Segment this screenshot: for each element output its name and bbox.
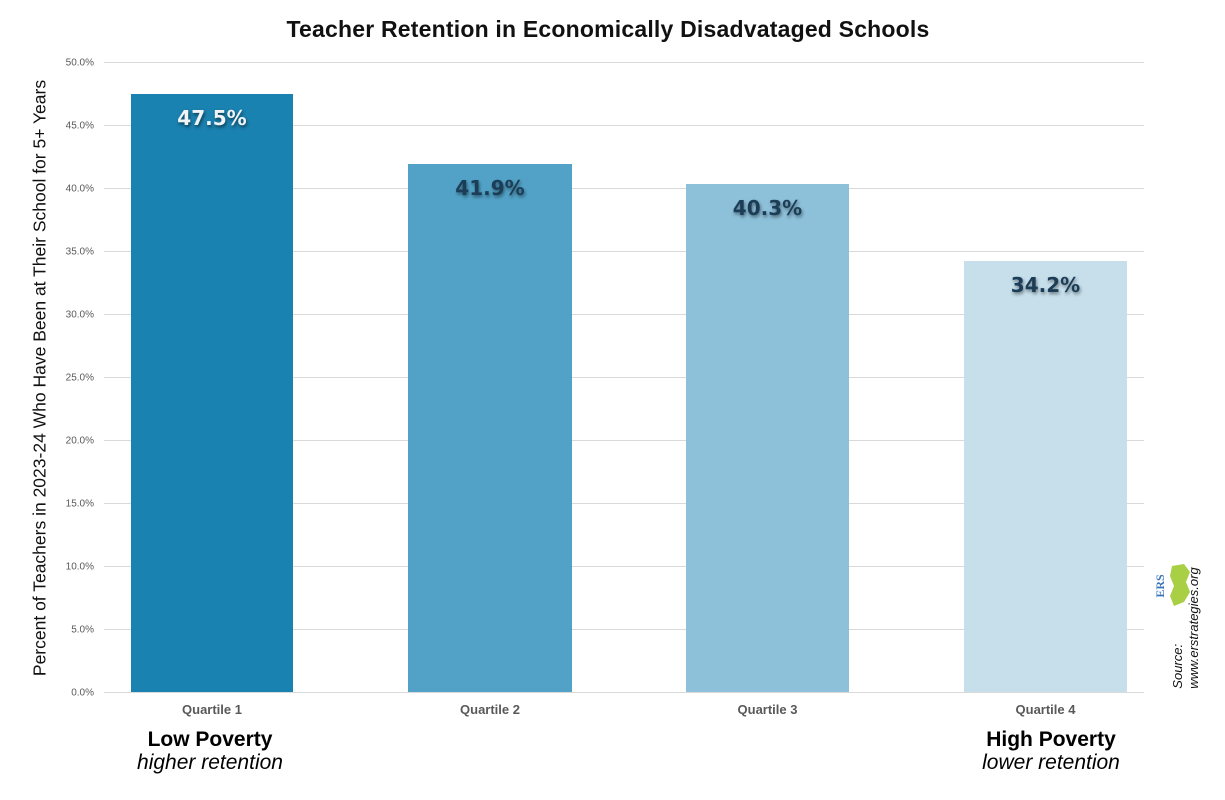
bar-value-label: 47.5% <box>177 105 247 130</box>
gridline <box>104 188 1144 189</box>
gridline <box>104 692 1144 693</box>
bar-quartile-4: 34.2% <box>964 261 1127 692</box>
y-tick-label: 25.0% <box>65 372 94 383</box>
gridline <box>104 377 1144 378</box>
y-tick-label: 10.0% <box>65 561 94 572</box>
annotation-title: High Poverty <box>986 728 1116 751</box>
ers-logo-icon: ERS <box>1154 564 1190 606</box>
annotation-subtitle: lower retention <box>982 751 1120 774</box>
chart-title: Teacher Retention in Economically Disadv… <box>286 16 930 42</box>
bar-value-label: 34.2% <box>1010 273 1081 298</box>
y-tick-label: 50.0% <box>65 57 94 68</box>
y-tick-label: 40.0% <box>65 183 94 194</box>
gridline <box>104 314 1144 315</box>
y-tick-label: 45.0% <box>65 120 94 131</box>
bar-quartile-1: 47.5% <box>131 93 293 692</box>
y-tick-label: 15.0% <box>65 498 94 509</box>
gridline <box>104 251 1144 252</box>
annotation-title: Low Poverty <box>147 728 273 751</box>
source-label: Source: <box>1170 643 1185 689</box>
svg-text:ERS: ERS <box>1154 574 1167 598</box>
bar-value-label: 41.9% <box>455 176 525 201</box>
y-tick-label: 0.0% <box>71 687 94 698</box>
x-category-label: Quartile 1 <box>182 702 242 717</box>
bar-value-label: 40.3% <box>732 196 803 221</box>
high-poverty-annotation: High Poverty lower retention <box>931 728 1171 774</box>
x-category-label: Quartile 3 <box>737 702 798 717</box>
source-url: www.erstrategies.org <box>1186 567 1201 689</box>
y-tick-label: 30.0% <box>65 309 94 320</box>
bar-quartile-2: 41.9% <box>408 164 572 692</box>
low-poverty-annotation: Low Poverty higher retention <box>90 728 330 774</box>
y-tick-label: 35.0% <box>65 246 94 257</box>
annotation-subtitle: higher retention <box>137 751 283 774</box>
plot-area: 0.0% 5.0% 10.0% 15.0% 20.0% 25.0% 30.0% 35.0% 40… <box>66 57 1144 698</box>
gridline <box>104 440 1144 441</box>
gridline <box>104 629 1144 630</box>
y-tick-label: 20.0% <box>65 435 94 446</box>
gridline <box>104 62 1144 63</box>
source-credit: Source: www.erstrategies.org <box>1170 567 1202 688</box>
y-tick-label: 5.0% <box>71 624 94 635</box>
x-category-label: Quartile 2 <box>460 702 520 717</box>
gridline <box>104 503 1144 504</box>
bar-quartile-3: 40.3% <box>686 184 849 692</box>
gridline <box>104 125 1144 126</box>
x-category-label: Quartile 4 <box>1015 702 1076 717</box>
gridline <box>104 566 1144 567</box>
